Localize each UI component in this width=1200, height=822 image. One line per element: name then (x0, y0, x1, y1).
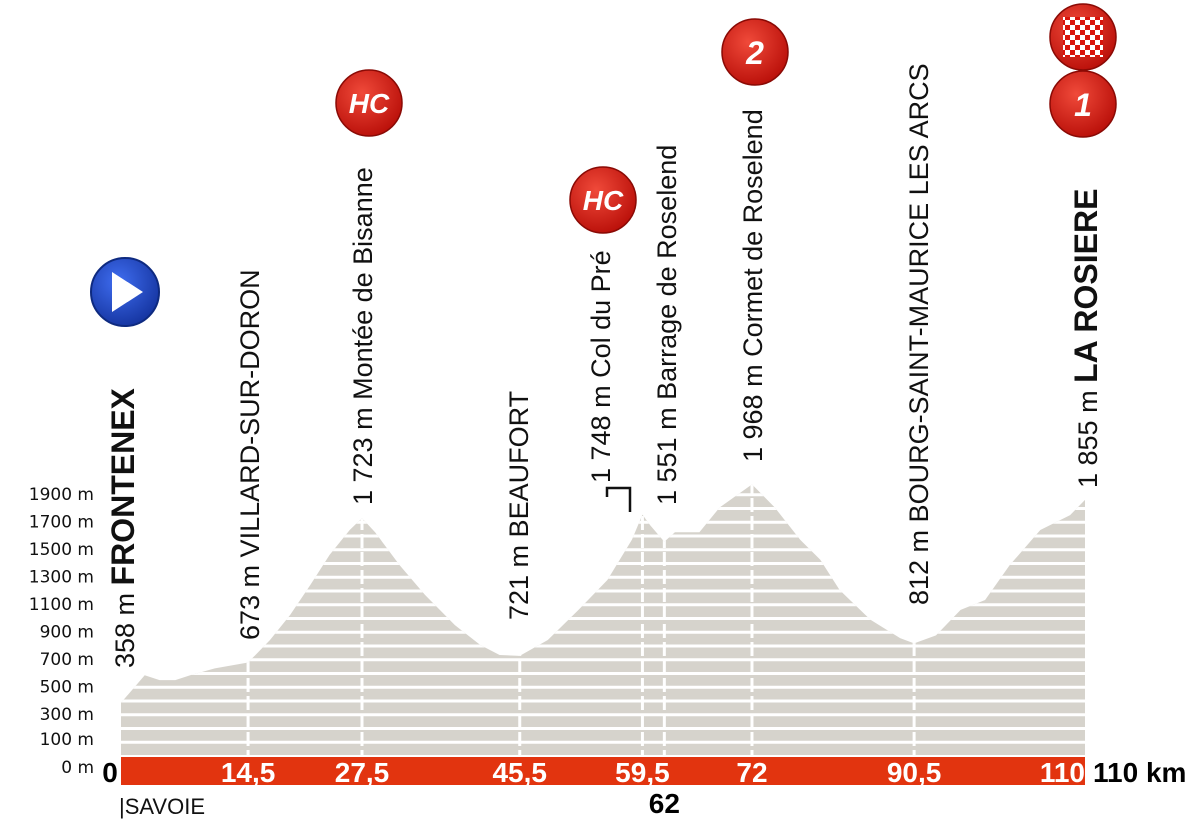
svg-text:1: 1 (1074, 87, 1092, 123)
place-name: FRONTENEX (105, 387, 141, 585)
y-tick-label: 1700 m (29, 512, 94, 532)
place-name: Barrage de Roselend (652, 145, 682, 400)
place-label: 812 m BOURG-SAINT-MAURICE LES ARCS (904, 63, 934, 605)
km-label: 0 (102, 757, 118, 788)
place-name: Montée de Bisanne (348, 167, 378, 400)
place-name: Col du Pré (586, 250, 616, 378)
y-tick-label: 1900 m (29, 485, 94, 505)
y-tick-label: 900 m (40, 622, 94, 642)
y-tick-label: 1100 m (29, 595, 94, 615)
finish-checkered-icon (1049, 3, 1117, 71)
y-tick-label: 300 m (40, 705, 94, 725)
start-icon (90, 257, 160, 327)
cat2-climb-badge: 2 (721, 18, 789, 86)
place-altitude: 721 m (504, 545, 534, 620)
km-label: 45,5 (492, 757, 547, 788)
km-label: 72 (736, 757, 767, 788)
y-tick-label: 700 m (40, 650, 94, 670)
km-label: 27,5 (335, 757, 390, 788)
distance-bar (121, 757, 1085, 785)
place-name: VILLARD-SUR-DORON (235, 269, 265, 557)
place-altitude: 1 748 m (586, 385, 616, 483)
km-label: 59,5 (615, 757, 670, 788)
y-tick-label: 1300 m (29, 567, 94, 587)
place-label: 1 551 m Barrage de Roselend (652, 145, 682, 505)
col-du-pre-pointer (605, 486, 632, 512)
y-tick-label: 0 m (61, 758, 94, 778)
place-label: 1 968 m Cormet de Roselend (738, 109, 768, 462)
place-altitude: 812 m (904, 530, 934, 605)
km-label: 90,5 (887, 757, 942, 788)
place-label: 673 m VILLARD-SUR-DORON (235, 269, 265, 640)
cat1-climb-badge: 1 (1049, 70, 1117, 138)
hc-climb-badge-bisanne: HC (335, 69, 403, 137)
place-altitude: 1 723 m (348, 407, 378, 505)
svg-text:HC: HC (583, 185, 624, 216)
place-altitude: 673 m (235, 565, 265, 640)
km-label: 62 (649, 788, 680, 819)
y-tick-label: 500 m (40, 677, 94, 697)
km-label: 14,5 (221, 757, 276, 788)
place-altitude: 1 968 m (738, 364, 768, 462)
place-label: 1 855 m LA ROSIERE (1068, 189, 1104, 488)
place-name: BOURG-SAINT-MAURICE LES ARCS (904, 63, 934, 522)
place-label: 721 m BEAUFORT (504, 391, 534, 620)
place-name: LA ROSIERE (1068, 189, 1104, 383)
place-label: 1 723 m Montée de Bisanne (348, 167, 378, 505)
region-label: |SAVOIE (119, 794, 205, 819)
svg-text:2: 2 (745, 35, 764, 71)
y-tick-label: 1500 m (29, 540, 94, 560)
place-altitude: 1 855 m (1073, 390, 1103, 488)
svg-text:HC: HC (349, 88, 390, 119)
hc-climb-badge-col-du-pre: HC (569, 166, 637, 234)
total-distance-label: 110 km (1093, 757, 1186, 788)
place-name: Cormet de Roselend (738, 109, 768, 357)
place-label: 358 m FRONTENEX (105, 387, 141, 668)
place-altitude: 1 551 m (652, 407, 682, 505)
place-name: BEAUFORT (504, 391, 534, 538)
y-tick-label: 100 m (40, 730, 94, 750)
place-label: 1 748 m Col du Pré (586, 250, 616, 483)
km-label: 110 (1040, 757, 1085, 788)
place-altitude: 358 m (110, 593, 140, 668)
